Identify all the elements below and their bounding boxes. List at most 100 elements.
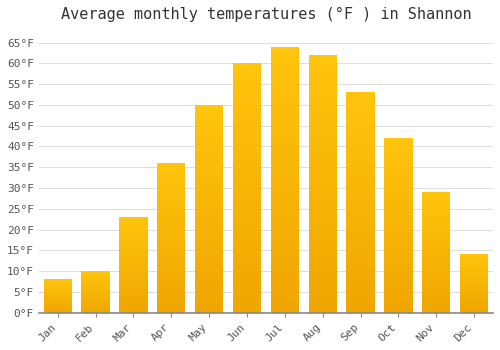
Bar bbox=[119, 221, 148, 223]
Bar bbox=[233, 88, 261, 93]
Bar bbox=[195, 221, 224, 225]
Bar bbox=[308, 240, 337, 246]
Bar bbox=[422, 274, 450, 276]
Bar bbox=[233, 218, 261, 223]
Bar bbox=[270, 270, 299, 275]
Bar bbox=[270, 100, 299, 105]
Bar bbox=[233, 193, 261, 198]
Bar bbox=[270, 217, 299, 222]
Bar bbox=[195, 296, 224, 300]
Bar bbox=[233, 98, 261, 103]
Bar bbox=[346, 194, 375, 198]
Bar bbox=[460, 272, 488, 273]
Bar bbox=[460, 265, 488, 266]
Bar bbox=[82, 296, 110, 297]
Bar bbox=[157, 247, 186, 250]
Bar bbox=[346, 92, 375, 97]
Bar bbox=[195, 184, 224, 188]
Bar bbox=[195, 192, 224, 196]
Bar bbox=[308, 132, 337, 138]
Bar bbox=[384, 246, 412, 250]
Bar bbox=[233, 308, 261, 313]
Bar bbox=[157, 289, 186, 292]
Bar bbox=[308, 117, 337, 122]
Bar bbox=[195, 308, 224, 313]
Bar bbox=[195, 117, 224, 121]
Bar bbox=[44, 307, 72, 308]
Bar bbox=[233, 108, 261, 113]
Bar bbox=[308, 142, 337, 148]
Bar bbox=[119, 305, 148, 307]
Bar bbox=[422, 272, 450, 274]
Bar bbox=[157, 235, 186, 238]
Bar bbox=[270, 238, 299, 244]
Bar bbox=[195, 213, 224, 217]
Bar bbox=[346, 141, 375, 145]
Bar bbox=[119, 253, 148, 255]
Bar bbox=[422, 214, 450, 216]
Bar bbox=[119, 238, 148, 240]
Bar bbox=[460, 276, 488, 278]
Bar bbox=[233, 133, 261, 138]
Bar bbox=[270, 244, 299, 249]
Bar bbox=[346, 181, 375, 185]
Bar bbox=[384, 274, 412, 278]
Bar bbox=[270, 153, 299, 159]
Bar bbox=[384, 190, 412, 194]
Bar bbox=[308, 199, 337, 204]
Bar bbox=[384, 187, 412, 190]
Bar bbox=[270, 126, 299, 132]
Bar bbox=[233, 223, 261, 228]
Bar bbox=[346, 128, 375, 132]
Bar bbox=[346, 176, 375, 181]
Bar bbox=[119, 259, 148, 261]
Bar bbox=[308, 276, 337, 282]
Bar bbox=[460, 309, 488, 310]
Bar bbox=[308, 308, 337, 313]
Bar bbox=[308, 287, 337, 292]
Bar bbox=[119, 261, 148, 263]
Bar bbox=[195, 250, 224, 254]
Bar bbox=[384, 306, 412, 309]
Bar bbox=[422, 236, 450, 238]
Bar bbox=[119, 257, 148, 259]
Bar bbox=[119, 298, 148, 299]
Bar bbox=[346, 114, 375, 119]
Bar bbox=[195, 275, 224, 279]
Bar bbox=[270, 105, 299, 111]
Bar bbox=[119, 246, 148, 248]
Bar bbox=[346, 172, 375, 176]
Bar bbox=[460, 279, 488, 280]
Bar bbox=[233, 273, 261, 278]
Bar bbox=[422, 247, 450, 250]
Bar bbox=[157, 181, 186, 184]
Bar bbox=[195, 180, 224, 184]
Bar bbox=[233, 123, 261, 128]
Bar bbox=[308, 204, 337, 210]
Bar bbox=[82, 309, 110, 310]
Bar bbox=[44, 291, 72, 292]
Bar bbox=[270, 52, 299, 57]
Bar bbox=[422, 260, 450, 262]
Bar bbox=[44, 299, 72, 300]
Bar bbox=[384, 302, 412, 306]
Bar bbox=[346, 203, 375, 207]
Bar bbox=[195, 121, 224, 126]
Bar bbox=[195, 284, 224, 288]
Bar bbox=[460, 256, 488, 257]
Bar bbox=[270, 148, 299, 153]
Bar bbox=[119, 234, 148, 236]
Bar bbox=[195, 109, 224, 113]
Bar bbox=[82, 303, 110, 304]
Bar bbox=[346, 207, 375, 211]
Bar bbox=[157, 220, 186, 223]
Bar bbox=[422, 199, 450, 202]
Bar bbox=[460, 286, 488, 287]
Bar bbox=[384, 145, 412, 149]
Bar bbox=[460, 299, 488, 300]
Bar bbox=[270, 190, 299, 196]
Bar bbox=[422, 296, 450, 298]
Bar bbox=[422, 281, 450, 284]
Bar bbox=[422, 255, 450, 257]
Bar bbox=[270, 159, 299, 164]
